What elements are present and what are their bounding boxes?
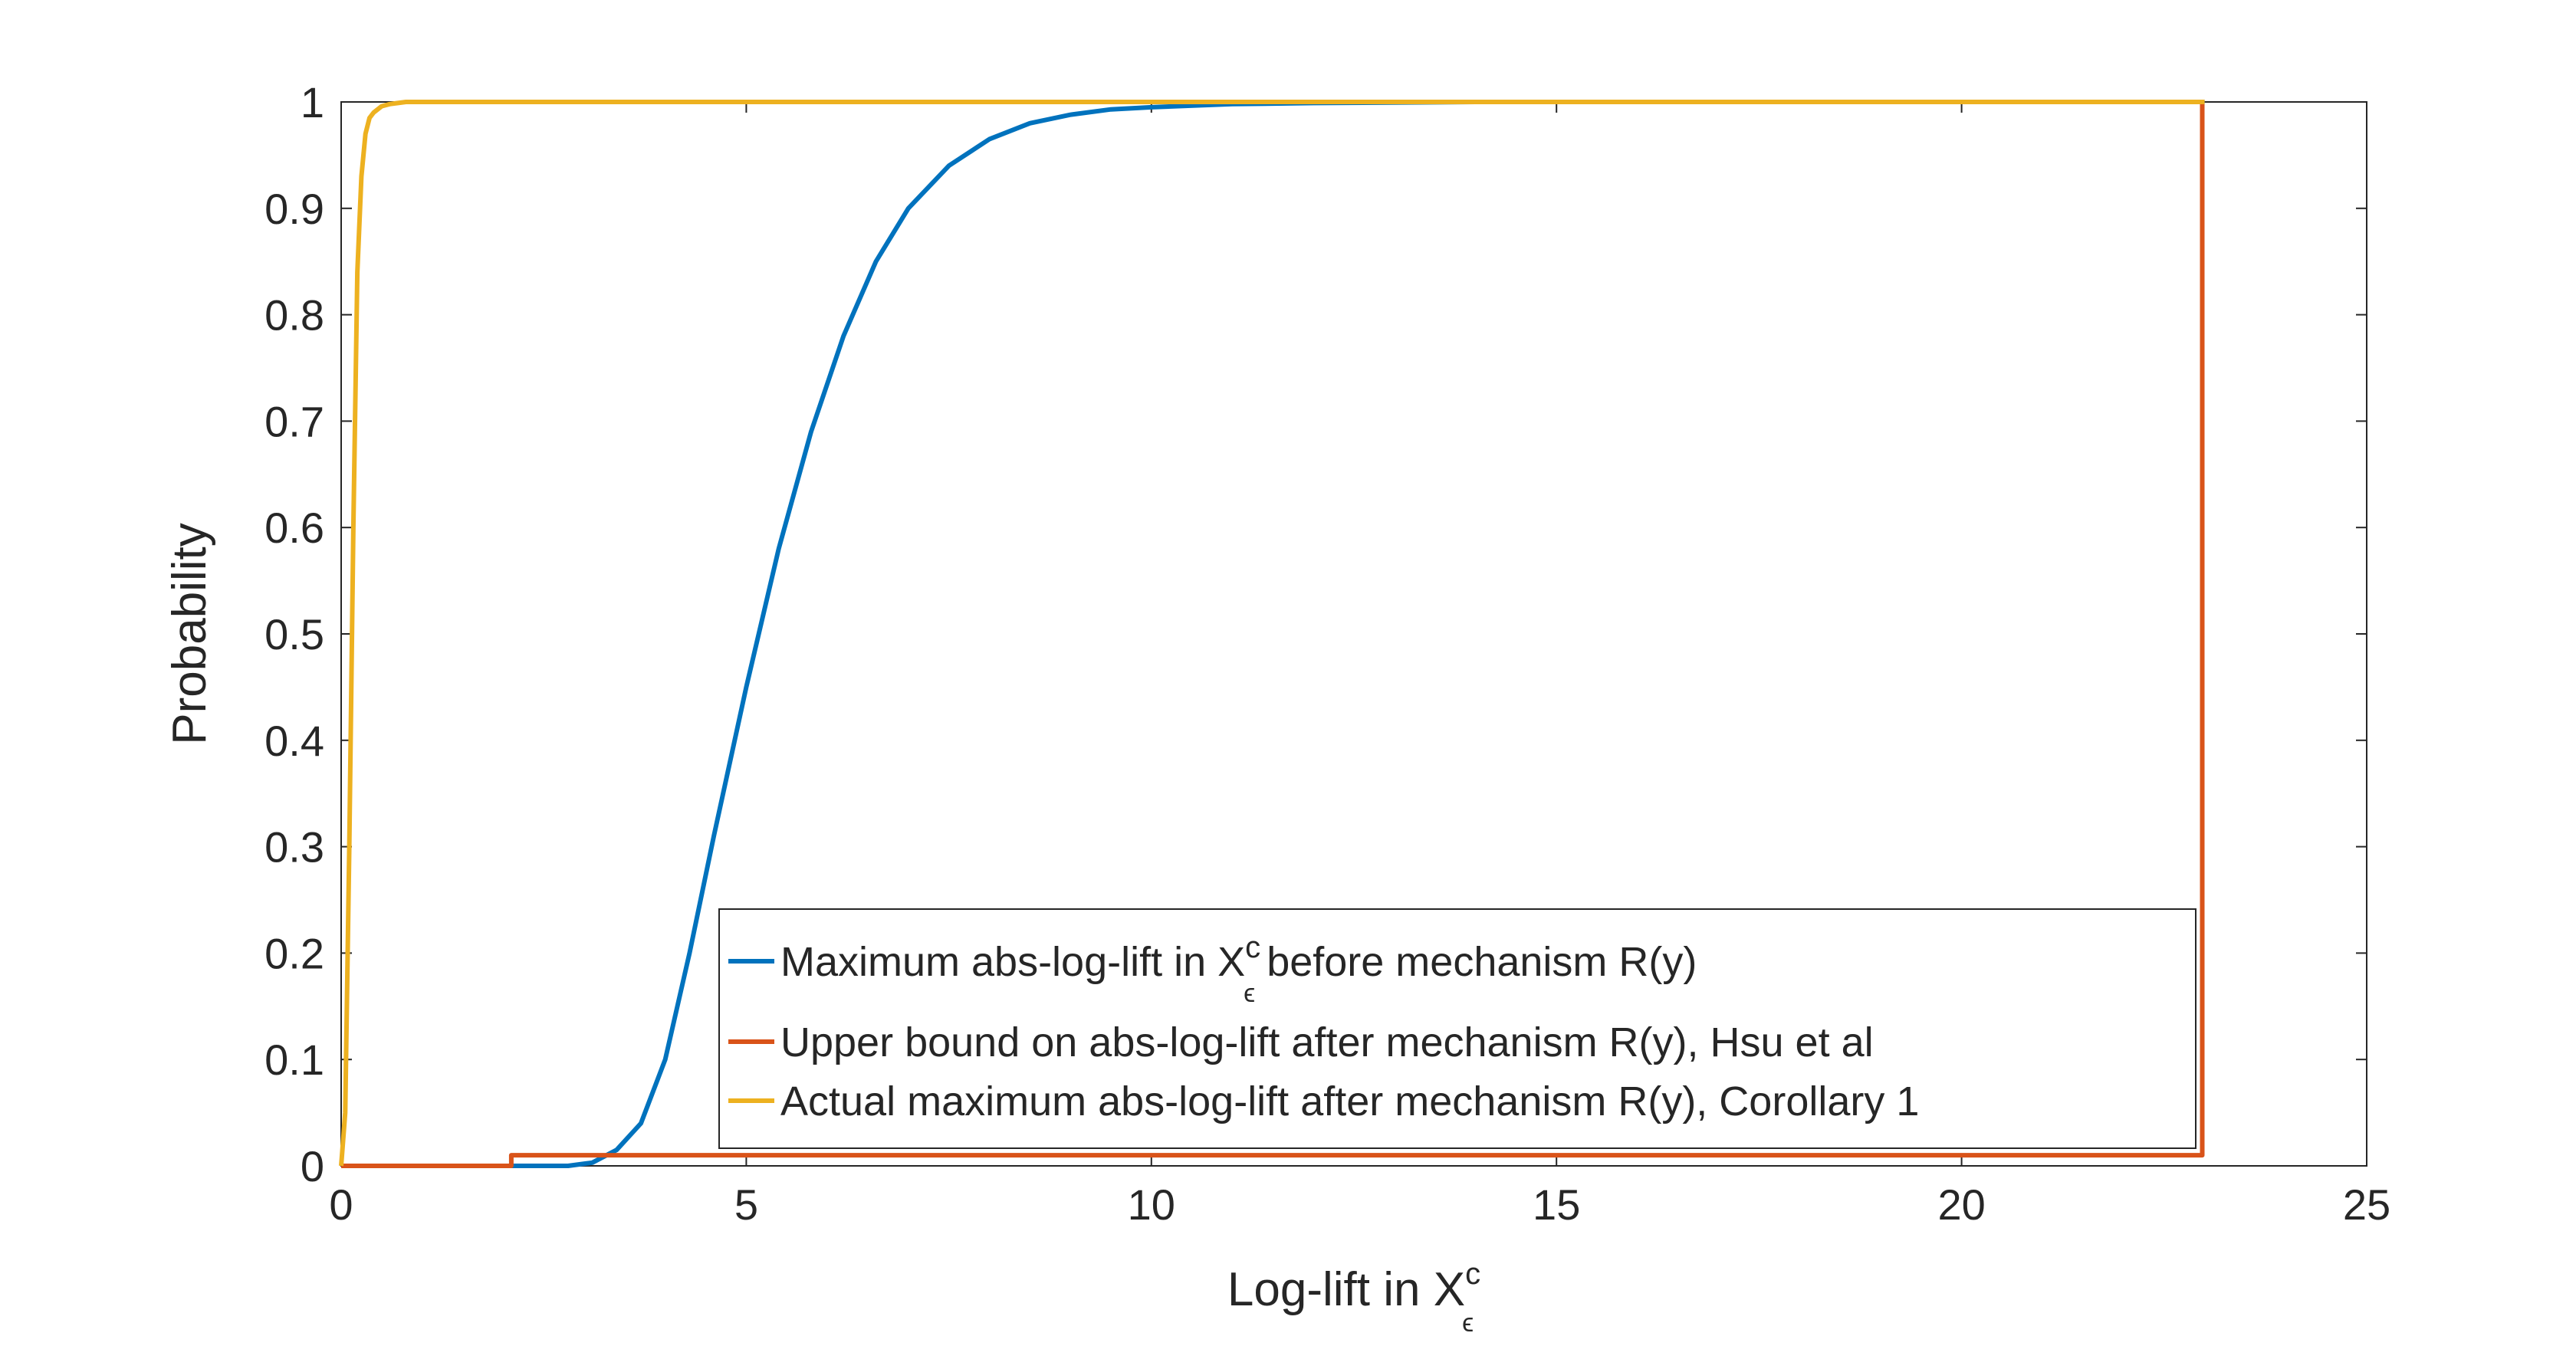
x-tick-label: 10: [1128, 1180, 1175, 1229]
legend-entry: Maximum abs-log-lift in Xc ϵ before mecha…: [728, 931, 1697, 1008]
legend: Maximum abs-log-lift in Xc ϵ before mecha…: [718, 908, 2196, 1149]
y-tick-label: 0: [301, 1142, 324, 1190]
y-tick-label: 0.7: [264, 397, 324, 445]
legend-label-sup: c: [1245, 931, 1260, 964]
series-actual-max-corollary-line: [339, 100, 2205, 1167]
y-tick-label: 0.1: [264, 1036, 324, 1084]
y-tick-label: 0.6: [264, 504, 324, 552]
axis-ticks: 0 5 10 15 20 25 0 0.1 0.2 0.3 0.4 0.5 0.6 0.7 0.8 0.9 1: [264, 78, 2390, 1229]
legend-box: [718, 908, 2196, 1149]
y-tick-label: 0.4: [264, 717, 324, 765]
series-layer: [339, 100, 2205, 1168]
x-tick-label: 15: [1533, 1180, 1580, 1229]
y-tick-label: 1: [301, 78, 324, 126]
x-tick-label: 20: [1937, 1180, 1985, 1229]
x-tick-label: 5: [734, 1180, 758, 1229]
y-tick-label: 0.5: [264, 610, 324, 658]
legend-label: Maximum abs-log-lift in Xc ϵ before mecha…: [780, 931, 1697, 1008]
legend-label-text: Maximum abs-log-lift in X: [780, 939, 1245, 985]
y-tick-label: 0.3: [264, 823, 324, 872]
legend-entry: Actual maximum abs-log-lift after mechan…: [728, 1078, 1919, 1124]
series-max-abs-log-lift-line: [341, 100, 2205, 1168]
legend-label-suffix: before mechanism R(y): [1255, 939, 1697, 985]
legend-entry: Upper bound on abs-log-lift after mechan…: [728, 1019, 1874, 1065]
y-axis-label: Probability: [163, 523, 216, 744]
x-tick-label: 0: [329, 1180, 353, 1229]
x-axis-label-main: Log-lift in X: [1227, 1263, 1465, 1316]
x-axis-label-sup: c: [1465, 1257, 1480, 1291]
legend-label-text: Actual maximum abs-log-lift after mechan…: [780, 1078, 1919, 1124]
y-tick-label: 0.8: [264, 291, 324, 340]
legend-label: Actual maximum abs-log-lift after mechan…: [780, 1078, 1919, 1124]
y-tick-label: 0.2: [264, 929, 324, 977]
y-tick-label: 0.9: [264, 185, 324, 233]
series-upper-bound-hsu-line: [341, 102, 2205, 1168]
x-axis-label: Log-lift in Xc ϵ: [1227, 1257, 1480, 1338]
legend-label: Upper bound on abs-log-lift after mechan…: [780, 1019, 1874, 1065]
x-tick-label: 25: [2343, 1180, 2390, 1229]
legend-label-sub: ϵ: [1244, 979, 1255, 1008]
legend-label-text: Upper bound on abs-log-lift after mechan…: [780, 1019, 1874, 1065]
x-axis-label-sub: ϵ: [1462, 1308, 1474, 1338]
